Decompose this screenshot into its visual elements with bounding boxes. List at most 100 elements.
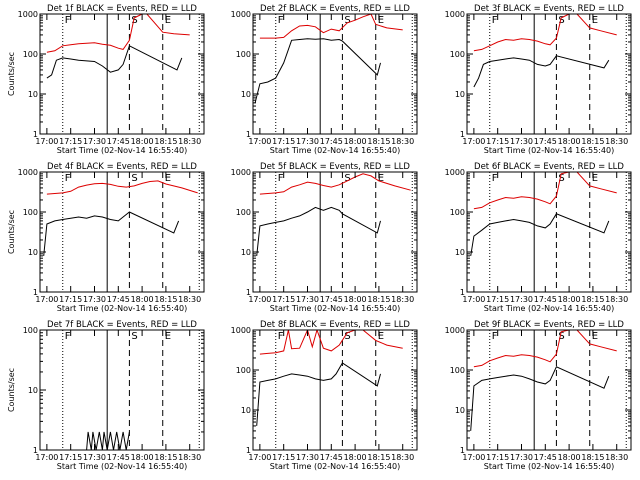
x-tick-label: 17:45 <box>107 295 130 304</box>
x-tick-label: 18:30 <box>391 137 414 146</box>
x-tick-label: 18:15 <box>154 453 177 462</box>
y-tick-label: 1 <box>33 288 38 297</box>
marker-label: S <box>131 331 137 342</box>
y-tick-label: 10 <box>28 386 38 395</box>
marker-label: E <box>378 173 384 184</box>
x-axis-label: Start Time (02-Nov-14 16:55:40) <box>270 146 400 155</box>
x-tick-label: 18:15 <box>581 453 604 462</box>
series-line-lld <box>473 172 617 210</box>
x-tick-label: 17:00 <box>248 453 271 462</box>
x-tick-label: 17:00 <box>462 137 485 146</box>
marker-label: E <box>378 15 384 26</box>
y-tick-label: 100 <box>236 50 251 59</box>
x-tick-label: 17:00 <box>248 137 271 146</box>
series-line-events <box>43 211 180 256</box>
marker-label: E <box>165 15 171 26</box>
y-tick-label: 100 <box>236 208 251 217</box>
y-tick-label: 1000 <box>18 10 38 19</box>
x-tick-label: 18:30 <box>391 295 414 304</box>
marker-label: E <box>592 15 598 26</box>
series-line-events <box>470 213 610 256</box>
y-tick-label: 1000 <box>231 168 251 177</box>
series-line-events <box>86 431 130 450</box>
marker-label: S <box>558 173 564 184</box>
x-tick-label: 18:30 <box>391 453 414 462</box>
chart-title: Det 3f BLACK = Events, RED = LLD <box>474 4 624 14</box>
marker-label: F <box>492 15 498 26</box>
y-axis-label: Counts/sec <box>7 210 16 254</box>
x-tick-label: 17:30 <box>510 295 533 304</box>
plot-frame <box>39 13 205 135</box>
x-tick-label: 18:00 <box>558 137 581 146</box>
chart-title: Det 8f BLACK = Events, RED = LLD <box>260 320 410 330</box>
marker-label: F <box>278 15 284 26</box>
x-axis-label: Start Time (02-Nov-14 16:55:40) <box>57 304 187 313</box>
y-tick-label: 10 <box>28 248 38 257</box>
x-tick-label: 17:00 <box>35 137 58 146</box>
y-tick-label: 100 <box>450 366 465 375</box>
y-tick-label: 10 <box>455 406 465 415</box>
series-line-lld <box>46 180 198 195</box>
series-line-events <box>46 45 183 79</box>
x-tick-label: 17:30 <box>296 137 319 146</box>
marker-label: E <box>378 331 384 342</box>
x-tick-label: 17:00 <box>462 295 485 304</box>
x-tick-label: 17:15 <box>272 295 295 304</box>
x-tick-label: 18:00 <box>558 295 581 304</box>
plot-frame <box>252 171 418 293</box>
y-axis-label: Counts/sec <box>7 368 16 412</box>
y-tick-label: 1000 <box>18 168 38 177</box>
y-tick-label: 1 <box>33 446 38 455</box>
x-tick-label: 17:00 <box>35 295 58 304</box>
x-axis-label: Start Time (02-Nov-14 16:55:40) <box>484 304 614 313</box>
y-tick-label: 10 <box>241 90 251 99</box>
plot-frame <box>466 13 632 135</box>
y-tick-label: 1000 <box>231 326 251 335</box>
y-tick-label: 1000 <box>445 326 465 335</box>
marker-label: F <box>492 173 498 184</box>
series-line-events <box>470 366 610 431</box>
y-tick-label: 1000 <box>445 10 465 19</box>
marker-label: E <box>165 173 171 184</box>
series-line-lld <box>473 14 617 52</box>
y-tick-label: 1000 <box>445 168 465 177</box>
marker-label: S <box>131 15 137 26</box>
x-tick-label: 18:00 <box>558 453 581 462</box>
y-tick-label: 1 <box>33 130 38 139</box>
y-tick-label: 100 <box>450 208 465 217</box>
y-tick-label: 10 <box>455 248 465 257</box>
series-line-lld <box>259 330 403 355</box>
series-line-events <box>256 362 381 426</box>
y-tick-label: 1 <box>246 446 251 455</box>
x-axis-label: Start Time (02-Nov-14 16:55:40) <box>270 304 400 313</box>
x-tick-label: 18:15 <box>367 137 390 146</box>
plot-frame <box>39 171 205 293</box>
chart-title: Det 9f BLACK = Events, RED = LLD <box>474 320 624 330</box>
x-tick-label: 17:15 <box>59 295 82 304</box>
marker-label: F <box>65 331 71 342</box>
marker-label: F <box>65 15 71 26</box>
x-tick-label: 18:00 <box>131 295 154 304</box>
x-axis-label: Start Time (02-Nov-14 16:55:40) <box>270 462 400 471</box>
x-tick-label: 18:15 <box>367 295 390 304</box>
marker-label: F <box>492 331 498 342</box>
marker-label: S <box>344 331 350 342</box>
x-tick-label: 17:15 <box>272 137 295 146</box>
chart-title: Det 7f BLACK = Events, RED = LLD <box>47 320 197 330</box>
y-tick-label: 100 <box>23 326 38 335</box>
x-tick-label: 18:00 <box>131 137 154 146</box>
chart-title: Det 5f BLACK = Events, RED = LLD <box>260 162 410 172</box>
y-tick-label: 100 <box>23 208 38 217</box>
series-line-events <box>254 38 381 104</box>
marker-label: S <box>131 173 137 184</box>
x-tick-label: 17:00 <box>35 453 58 462</box>
x-tick-label: 17:45 <box>107 453 130 462</box>
x-tick-label: 17:30 <box>296 453 319 462</box>
x-axis-label: Start Time (02-Nov-14 16:55:40) <box>57 462 187 471</box>
x-tick-label: 18:15 <box>154 137 177 146</box>
plot-frame <box>466 329 632 451</box>
x-tick-label: 18:15 <box>581 137 604 146</box>
